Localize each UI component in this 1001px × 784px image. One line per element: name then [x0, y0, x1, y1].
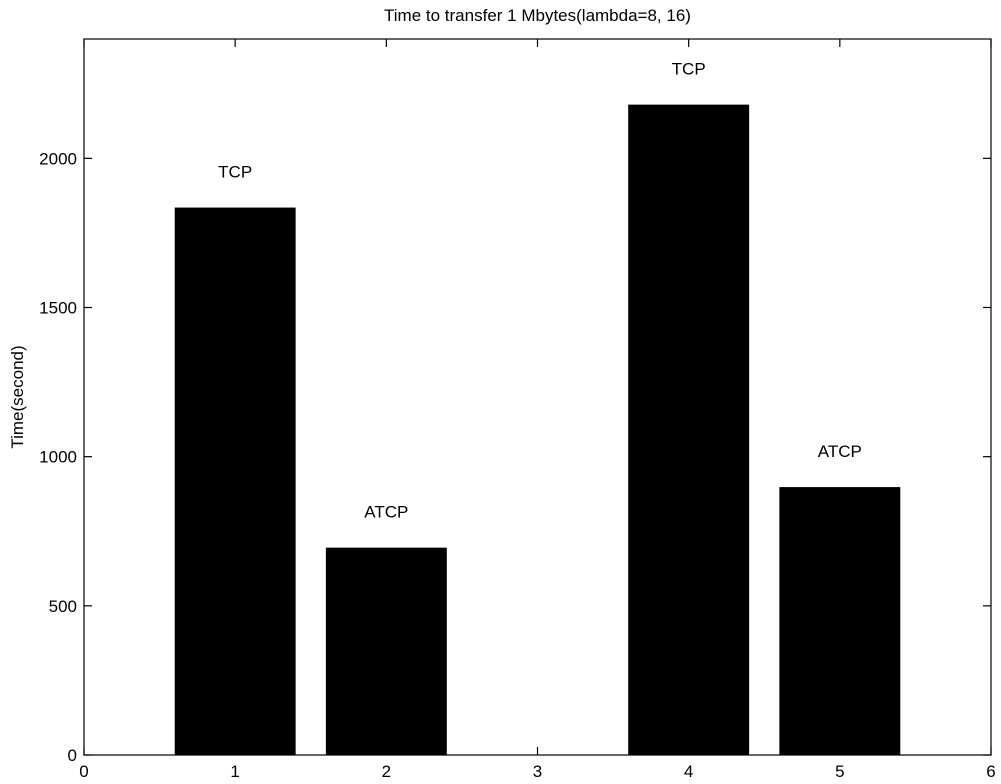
bar-3	[628, 104, 750, 756]
y-tick-label: 1000	[39, 448, 77, 467]
y-tick-label: 2000	[39, 149, 77, 168]
x-tick-label: 0	[79, 762, 88, 781]
bar-labels-group: TCP ATCP TCP ATCP	[218, 60, 862, 522]
x-tick-label: 2	[382, 762, 391, 781]
x-tick-label: 1	[230, 762, 239, 781]
bar-4	[779, 487, 901, 755]
y-tick-label: 0	[68, 746, 77, 765]
x-tick-label: 3	[533, 762, 542, 781]
y-axis-label: Time(second)	[8, 345, 27, 448]
x-tick-label: 5	[835, 762, 844, 781]
bar-label-2: ATCP	[364, 503, 408, 522]
chart-title: Time to transfer 1 Mbytes(lambda=8, 16)	[384, 6, 691, 25]
y-tick-label: 1500	[39, 299, 77, 318]
bar-label-1: TCP	[218, 163, 252, 182]
x-tick-label: 4	[684, 762, 693, 781]
y-tick-label: 500	[49, 597, 77, 616]
bar-label-3: TCP	[672, 60, 706, 79]
bar-1	[174, 207, 296, 755]
x-tick-label: 6	[986, 762, 995, 781]
bar-label-4: ATCP	[818, 442, 862, 461]
y-axis-ticks: 0 500 1000 1500 2000	[39, 149, 991, 765]
bar-2	[325, 547, 447, 755]
bars-group	[174, 104, 901, 756]
x-axis-ticks: 0 1 2 3 4 5 6	[79, 39, 996, 781]
